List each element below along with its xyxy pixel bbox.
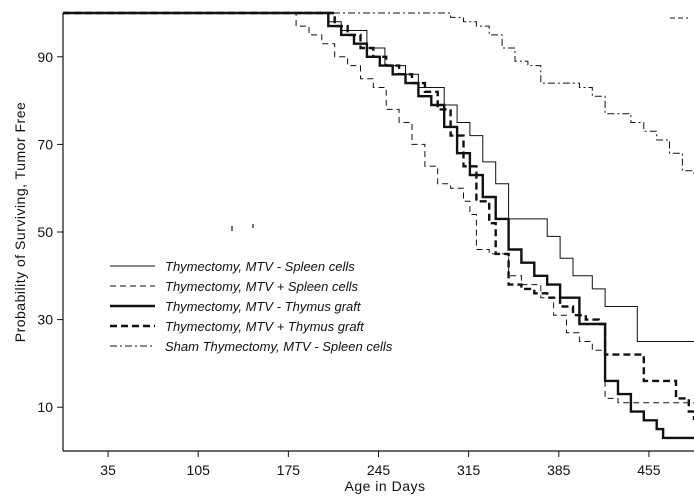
y-axis-label: Probability of Surviving, Tumor Free (12, 102, 28, 343)
y-tick-label: 30 (37, 312, 53, 328)
x-tick-label: 35 (100, 462, 116, 478)
x-tick-label: 245 (367, 462, 391, 478)
y-ticks: 10 30 50 70 90 (37, 49, 63, 415)
series-lines (63, 11, 694, 440)
x-axis-label: Age in Days (345, 478, 426, 494)
x-ticks: 35 105 175 245 315 385 455 (100, 451, 661, 478)
legend-label: Thymectomy, MTV + Spleen cells (165, 279, 359, 294)
y-tick-label: 50 (37, 224, 53, 240)
series-line (63, 12, 694, 176)
series-line (63, 12, 694, 342)
series-line (63, 11, 694, 440)
x-tick-label: 105 (187, 462, 211, 478)
legend-label: Thymectomy, MTV - Thymus graft (165, 299, 362, 314)
axes (62, 13, 694, 452)
x-tick-label: 455 (637, 462, 661, 478)
legend-label: Thymectomy, MTV + Thymus graft (165, 319, 365, 334)
legend-label: Thymectomy, MTV - Spleen cells (165, 259, 355, 274)
scan-marks (231, 17, 688, 231)
y-tick-label: 90 (37, 49, 53, 65)
x-tick-label: 175 (277, 462, 301, 478)
legend-label: Sham Thymectomy, MTV - Spleen cells (165, 339, 393, 354)
y-tick-label: 70 (37, 136, 53, 152)
legend: Thymectomy, MTV - Spleen cells Thymectomy… (110, 259, 393, 354)
series-line (63, 12, 694, 404)
series-line (63, 11, 694, 421)
x-tick-label: 385 (547, 462, 571, 478)
y-tick-label: 10 (37, 399, 53, 415)
x-tick-label: 315 (457, 462, 481, 478)
